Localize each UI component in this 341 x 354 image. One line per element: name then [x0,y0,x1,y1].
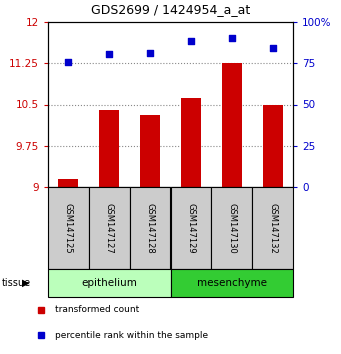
Text: tissue: tissue [2,278,31,288]
Bar [211,187,252,269]
Point [229,35,235,40]
Text: GSM147130: GSM147130 [227,202,236,253]
Bar [222,63,242,187]
Bar [58,179,78,187]
Bar [130,187,170,269]
Text: epithelium: epithelium [81,278,137,288]
Bar [170,269,293,297]
Text: percentile rank within the sample: percentile rank within the sample [55,331,208,340]
Text: GSM147125: GSM147125 [64,203,73,253]
Text: transformed count: transformed count [55,305,139,314]
Text: GDS2699 / 1424954_a_at: GDS2699 / 1424954_a_at [91,3,250,16]
Bar [99,110,119,187]
Bar [48,187,89,269]
Point [147,50,153,55]
Point [270,46,276,51]
Point [188,38,194,44]
Text: GSM147128: GSM147128 [146,202,154,253]
Bar [140,115,160,187]
Text: GSM147127: GSM147127 [105,202,114,253]
Text: mesenchyme: mesenchyme [197,278,267,288]
Bar [48,269,170,297]
Text: ▶: ▶ [22,278,30,288]
Text: GSM147129: GSM147129 [187,203,195,253]
Point [65,59,71,65]
Bar [181,98,201,187]
Text: GSM147132: GSM147132 [268,202,277,253]
Point [106,51,112,57]
Bar [170,187,211,269]
Bar [252,187,293,269]
Bar [263,104,283,187]
Bar [89,187,130,269]
